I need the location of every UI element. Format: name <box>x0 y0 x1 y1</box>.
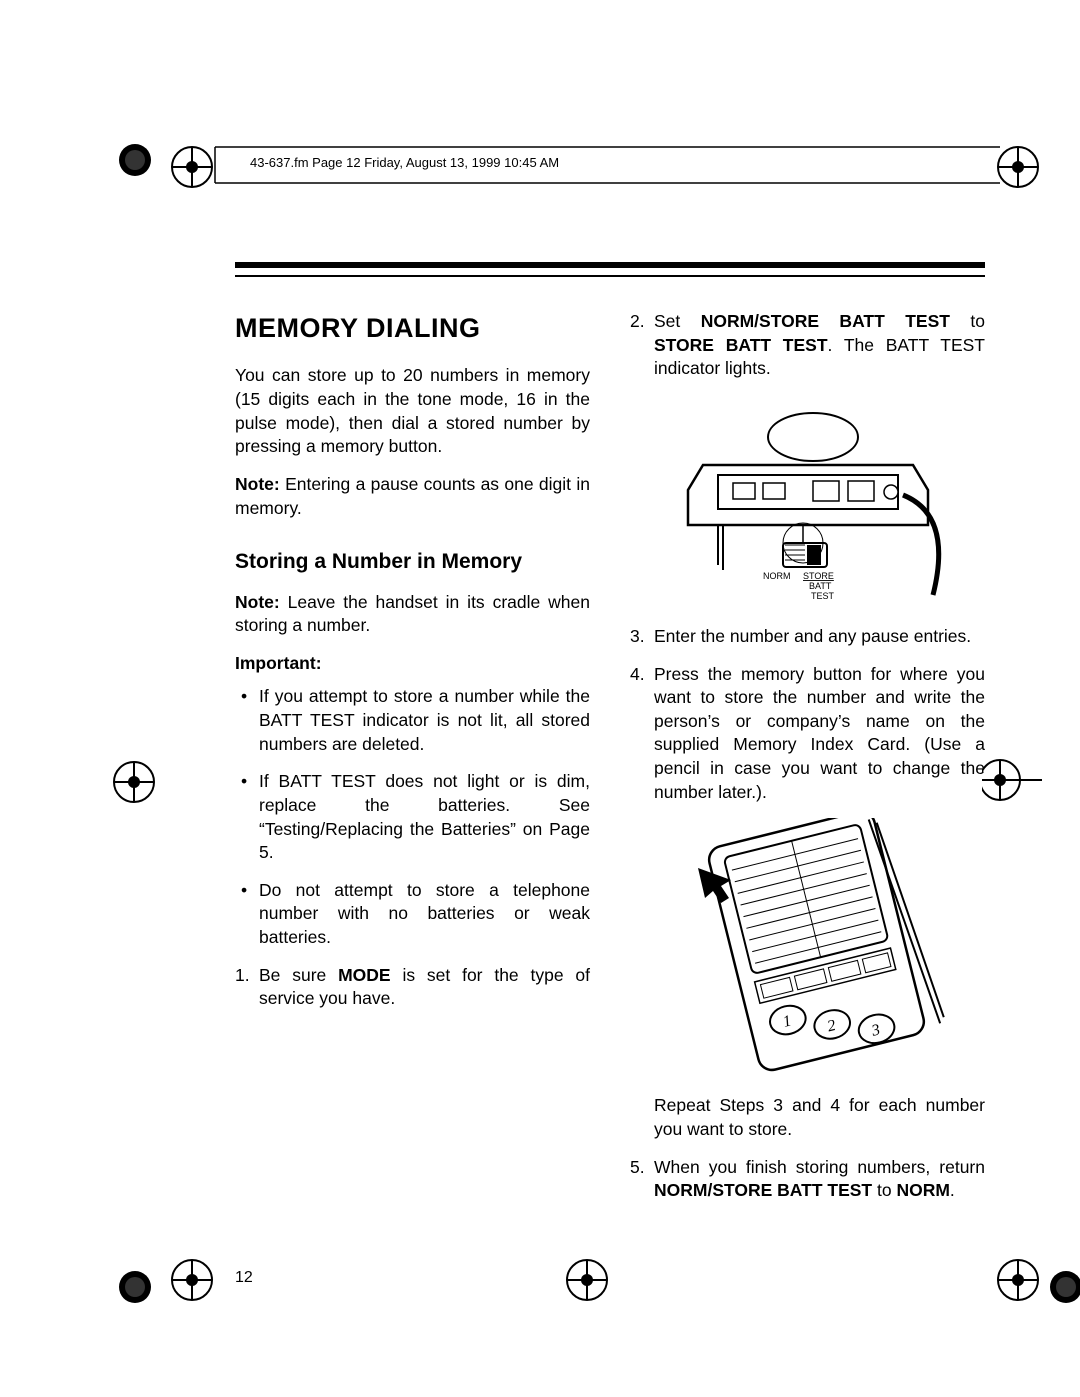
phone-base-illustration: NORM STORE BATT TEST <box>663 395 953 605</box>
phone-keypad-illustration: 1 2 3 <box>663 818 953 1078</box>
list-item: 4. Press the memory button for where you… <box>654 663 985 805</box>
step-text: . <box>950 1180 955 1200</box>
step-number: 4. <box>630 663 645 687</box>
note-text: Entering a pause counts as one digit in … <box>235 474 590 518</box>
intro-paragraph: You can store up to 20 numbers in memory… <box>235 364 590 459</box>
list-item: If BATT TEST does not light or is dim, r… <box>259 770 590 865</box>
important-label: Important: <box>235 652 590 676</box>
switch-label-batt: BATT <box>809 581 832 591</box>
list-item: 5. When you finish storing numbers, retu… <box>654 1156 985 1203</box>
gear-mark-icon <box>1046 1267 1080 1307</box>
list-item: Do not attempt to store a telephone numb… <box>259 879 590 950</box>
note-label: Note: <box>235 474 280 494</box>
switch-label-test: TEST <box>811 591 835 601</box>
body: MEMORY DIALING You can store up to 20 nu… <box>235 310 985 1217</box>
list-item: 1. Be sure MODE is set for the type of s… <box>259 964 590 1011</box>
steps-list: 3. Enter the number and any pause entrie… <box>630 625 985 804</box>
repeat-note: Repeat Steps 3 and 4 for each number you… <box>630 1094 985 1141</box>
step-number: 5. <box>630 1156 645 1180</box>
step-text: Press the memory button for where you wa… <box>654 664 985 802</box>
crop-mark-icon <box>112 760 156 804</box>
page: 43-637.fm Page 12 Friday, August 13, 199… <box>0 0 1080 1397</box>
subsection-heading: Storing a Number in Memory <box>235 548 590 576</box>
crop-mark-icon <box>982 758 1042 802</box>
crop-mark-icon <box>170 1258 214 1302</box>
step-text: to <box>950 311 985 331</box>
step-text: to <box>872 1180 896 1200</box>
step-bold: STORE BATT TEST <box>654 335 828 355</box>
list-item: If you attempt to store a number while t… <box>259 685 590 756</box>
left-column: MEMORY DIALING You can store up to 20 nu… <box>235 310 590 1217</box>
step-number: 1. <box>235 964 250 988</box>
note-paragraph: Note: Entering a pause counts as one dig… <box>235 473 590 520</box>
horizontal-rule-thick <box>235 262 985 268</box>
right-column: 2. Set NORM/STORE BATT TEST to STORE BAT… <box>630 310 985 1217</box>
step-number: 3. <box>630 625 645 649</box>
note-paragraph: Note: Leave the handset in its cradle wh… <box>235 591 590 638</box>
list-item: 2. Set NORM/STORE BATT TEST to STORE BAT… <box>654 310 985 381</box>
step-bold: NORM/STORE BATT TEST <box>654 1180 872 1200</box>
gear-mark-icon <box>115 140 155 180</box>
steps-list: 2. Set NORM/STORE BATT TEST to STORE BAT… <box>630 310 985 381</box>
step-bold: MODE <box>338 965 391 985</box>
important-bullets: If you attempt to store a number while t… <box>235 685 590 949</box>
steps-list: 5. When you finish storing numbers, retu… <box>630 1156 985 1203</box>
step-number: 2. <box>630 310 645 334</box>
crop-mark-icon <box>565 1258 609 1302</box>
horizontal-rule-thin <box>235 275 985 277</box>
note-label: Note: <box>235 592 280 612</box>
switch-label-norm: NORM <box>763 571 791 581</box>
step-text: Set <box>654 311 701 331</box>
header-frame <box>165 135 1035 195</box>
step-text: When you finish storing numbers, return <box>654 1157 985 1177</box>
list-item: 3. Enter the number and any pause entrie… <box>654 625 985 649</box>
section-heading: MEMORY DIALING <box>235 310 590 346</box>
gear-mark-icon <box>115 1267 155 1307</box>
note-text: Leave the handset in its cradle when sto… <box>235 592 590 636</box>
step-bold: NORM/STORE BATT TEST <box>701 311 950 331</box>
step-bold: NORM <box>896 1180 949 1200</box>
step-text: Be sure <box>259 965 338 985</box>
switch-label-store: STORE <box>803 571 834 581</box>
step-text: Enter the number and any pause entries. <box>654 626 971 646</box>
page-number: 12 <box>235 1269 253 1287</box>
steps-list: 1. Be sure MODE is set for the type of s… <box>235 964 590 1011</box>
crop-mark-icon <box>996 1258 1040 1302</box>
